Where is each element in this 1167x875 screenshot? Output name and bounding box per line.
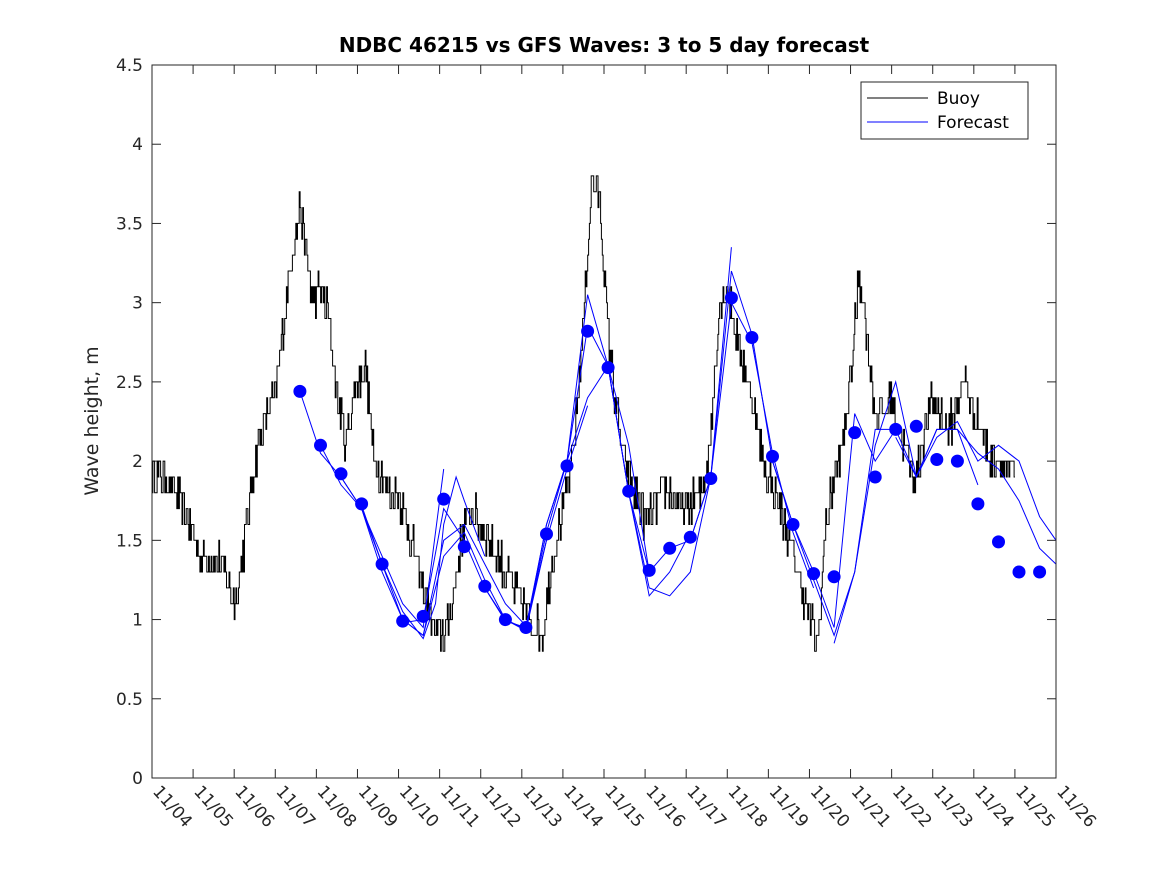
forecast-marker: [457, 540, 471, 554]
y-tick-label: 0: [132, 769, 143, 789]
forecast-marker: [334, 467, 348, 481]
forecast-marker: [540, 527, 553, 541]
plot-frame: [151, 64, 1057, 779]
forecast-marker: [478, 579, 492, 593]
forecast-marker: [971, 497, 985, 511]
forecast-marker: [745, 331, 759, 344]
forecast-run-line: [299, 391, 445, 629]
forecast-marker: [868, 470, 882, 484]
forecast-marker: [396, 614, 410, 628]
forecast-marker: [642, 563, 656, 577]
forecast-markers: [293, 291, 1047, 634]
forecast-marker: [930, 453, 944, 466]
forecast-run-line: [320, 445, 486, 640]
y-tick-label: 1.5: [116, 531, 143, 551]
y-tick-label: 3: [132, 294, 143, 314]
y-tick-label: 2.5: [116, 373, 143, 393]
forecast-marker: [683, 530, 697, 544]
forecast-marker: [807, 567, 821, 581]
forecast-marker: [560, 459, 574, 473]
y-tick-label: 0.5: [116, 690, 143, 710]
y-axis-title: Wave height, m: [81, 346, 103, 495]
legend-box: [860, 81, 1029, 140]
forecast-marker: [1012, 565, 1026, 579]
y-tick-label: 3.5: [116, 214, 143, 234]
forecast-marker: [416, 609, 430, 623]
buoy-series: [152, 175, 1015, 652]
forecast-marker: [601, 361, 615, 375]
forecast-marker: [1033, 565, 1047, 579]
forecast-run-line: [340, 476, 547, 637]
chart-title: NDBC 46215 vs GFS Waves: 3 to 5 day fore…: [339, 33, 870, 57]
forecast-marker: [766, 449, 779, 463]
y-tick-label: 2: [132, 452, 143, 472]
forecast-marker: [786, 518, 800, 531]
y-tick-label: 4: [132, 135, 143, 155]
forecast-marker: [724, 291, 738, 305]
forecast-marker: [950, 454, 964, 468]
y-tick-label: 1: [132, 611, 143, 631]
forecast-marker: [375, 557, 389, 571]
forecast-marker: [293, 384, 307, 398]
legend-buoy-label: Buoy: [937, 89, 980, 109]
forecast-marker: [704, 472, 718, 485]
legend-forecast-label: Forecast: [937, 113, 1009, 133]
forecast-marker: [437, 492, 451, 506]
buoy-line: [152, 175, 1015, 652]
forecast-marker: [827, 570, 841, 584]
forecast-marker: [581, 324, 595, 338]
forecast-marker: [622, 484, 636, 498]
forecast-run-line: [361, 405, 589, 637]
forecast-marker: [498, 613, 512, 627]
forecast-marker: [355, 497, 369, 511]
forecast-marker: [992, 535, 1005, 549]
forecast-marker: [889, 422, 903, 436]
legend: Buoy Forecast: [860, 81, 1029, 140]
forecast-marker: [848, 426, 862, 440]
forecast-marker: [314, 438, 327, 452]
forecast-marker: [663, 541, 677, 555]
y-tick-label: 4.5: [116, 56, 143, 76]
forecast-run-line: [895, 428, 1057, 565]
forecast-marker: [519, 621, 533, 634]
plot-area: [152, 65, 1056, 778]
forecast-marker: [909, 419, 923, 433]
